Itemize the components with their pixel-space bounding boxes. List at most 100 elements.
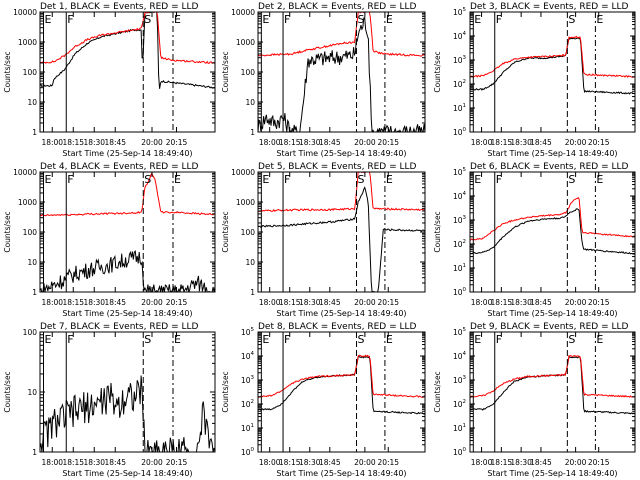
x-tick-label: 18:45	[319, 138, 341, 147]
marker-label: S	[144, 173, 151, 186]
marker-label: E	[386, 173, 393, 186]
x-tick-label: 18:15	[491, 298, 513, 307]
y-tick-label: 100	[23, 68, 38, 77]
x-tick-label: 18:45	[104, 458, 126, 467]
x-tick-label: 18:00	[259, 298, 281, 307]
y-tick-label: 10	[245, 258, 255, 267]
x-axis-label: Start Time (25-Sep-14 18:49:40)	[276, 309, 406, 318]
y-tick-label: 10000	[13, 168, 37, 177]
x-tick-label: 20:00	[141, 138, 163, 147]
x-axis-label: Start Time (25-Sep-14 18:49:40)	[276, 149, 406, 158]
x-tick-label: 18:00	[41, 298, 63, 307]
y-tick-label: 1000	[18, 38, 37, 47]
y-tick-label: 10	[245, 98, 255, 107]
x-tick-label: 20:15	[377, 138, 399, 147]
marker-label: F	[67, 333, 73, 346]
marker-label: E	[474, 173, 481, 186]
lld-series-line	[470, 354, 635, 398]
x-tick-label: 20:15	[166, 298, 188, 307]
marker-label: E	[174, 13, 181, 26]
marker-label: F	[284, 333, 290, 346]
marker-label: F	[284, 13, 290, 26]
x-axis-label: Start Time (25-Sep-14 18:49:40)	[62, 469, 192, 478]
y-axis-label: Counts/sec	[433, 51, 442, 92]
y-tick-label: 102	[453, 79, 466, 89]
events-series-line	[258, 16, 425, 132]
panel-det-9: Det 9, BLACK = Events, RED = LLD Counts/s…	[433, 322, 636, 478]
x-axis-label: Start Time (25-Sep-14 18:49:40)	[487, 469, 617, 478]
marker-label: F	[67, 13, 73, 26]
y-tick-label: 104	[241, 351, 255, 361]
y-tick-label: 1000	[236, 198, 255, 207]
y-tick-label: 1	[250, 128, 255, 137]
y-tick-label: 100	[453, 127, 467, 137]
panel-title: Det 5, BLACK = Events, RED = LLD	[258, 162, 417, 172]
y-tick-label: 101	[453, 423, 466, 433]
marker-label: S	[358, 173, 365, 186]
y-axis-label: Counts/sec	[221, 211, 230, 252]
marker-label: E	[474, 13, 481, 26]
y-axis-label: Counts/sec	[221, 51, 230, 92]
y-tick-label: 100	[453, 447, 467, 457]
x-axis-label: Start Time (25-Sep-14 18:49:40)	[62, 149, 192, 158]
x-tick-label: 18:00	[41, 458, 63, 467]
x-tick-label: 18:30	[510, 458, 532, 467]
y-axis-label: Counts/sec	[221, 371, 230, 412]
panel-det-4: Det 4, BLACK = Events, RED = LLD Counts/s…	[3, 162, 216, 318]
x-tick-label: 18:45	[319, 458, 341, 467]
marker-label: E	[45, 13, 52, 26]
x-tick-label: 18:15	[491, 458, 513, 467]
marker-label: E	[596, 13, 603, 26]
y-axis-label: Counts/sec	[433, 211, 442, 252]
x-tick-label: 20:00	[354, 458, 376, 467]
y-tick-label: 104	[453, 351, 467, 361]
y-tick-label: 102	[241, 399, 254, 409]
x-tick-label: 20:00	[354, 138, 376, 147]
y-tick-label: 10000	[13, 8, 37, 17]
marker-label: E	[174, 333, 181, 346]
y-tick-label: 10000	[231, 8, 255, 17]
x-tick-label: 18:45	[530, 458, 552, 467]
x-tick-label: 18:00	[259, 138, 281, 147]
marker-label: E	[45, 173, 52, 186]
panel-title: Det 3, BLACK = Events, RED = LLD	[470, 2, 629, 12]
x-tick-label: 20:00	[141, 458, 163, 467]
x-tick-label: 18:15	[279, 298, 301, 307]
panel-det-6: Det 6, BLACK = Events, RED = LLD Counts/s…	[433, 162, 636, 318]
plot-frame	[469, 11, 636, 133]
y-tick-label: 1	[32, 128, 37, 137]
y-tick-label: 10	[27, 388, 37, 397]
plot-frame	[469, 171, 636, 293]
y-tick-label: 100	[23, 228, 38, 237]
x-tick-label: 18:45	[104, 298, 126, 307]
lld-series-line	[258, 172, 425, 213]
y-tick-label: 104	[453, 31, 467, 41]
events-series-line	[40, 250, 215, 292]
panel-title: Det 9, BLACK = Events, RED = LLD	[470, 322, 629, 332]
marker-label: E	[262, 173, 269, 186]
x-axis-label: Start Time (25-Sep-14 18:49:40)	[487, 149, 617, 158]
marker-label: S	[358, 333, 365, 346]
y-tick-label: 101	[453, 103, 466, 113]
marker-label: E	[386, 333, 393, 346]
panel-det-1: Det 1, BLACK = Events, RED = LLD Counts/s…	[3, 2, 216, 158]
marker-label: F	[67, 173, 73, 186]
x-axis-label: Start Time (25-Sep-14 18:49:40)	[276, 469, 406, 478]
panel-det-2: Det 2, BLACK = Events, RED = LLD Counts/s…	[221, 2, 426, 158]
y-axis-label: Counts/sec	[433, 371, 442, 412]
y-tick-label: 103	[241, 375, 255, 385]
marker-label: F	[496, 173, 502, 186]
x-tick-label: 18:00	[41, 138, 63, 147]
x-tick-label: 20:15	[166, 458, 188, 467]
y-axis-label: Counts/sec	[3, 51, 12, 92]
y-tick-label: 100	[241, 228, 256, 237]
x-tick-label: 18:15	[491, 138, 513, 147]
lld-series-line	[470, 196, 635, 241]
panel-title: Det 6, BLACK = Events, RED = LLD	[470, 162, 629, 172]
x-tick-label: 20:00	[565, 138, 587, 147]
y-tick-label: 102	[453, 399, 466, 409]
y-tick-label: 103	[453, 55, 467, 65]
marker-label: F	[496, 333, 502, 346]
y-tick-label: 103	[453, 375, 467, 385]
x-tick-label: 18:45	[104, 138, 126, 147]
